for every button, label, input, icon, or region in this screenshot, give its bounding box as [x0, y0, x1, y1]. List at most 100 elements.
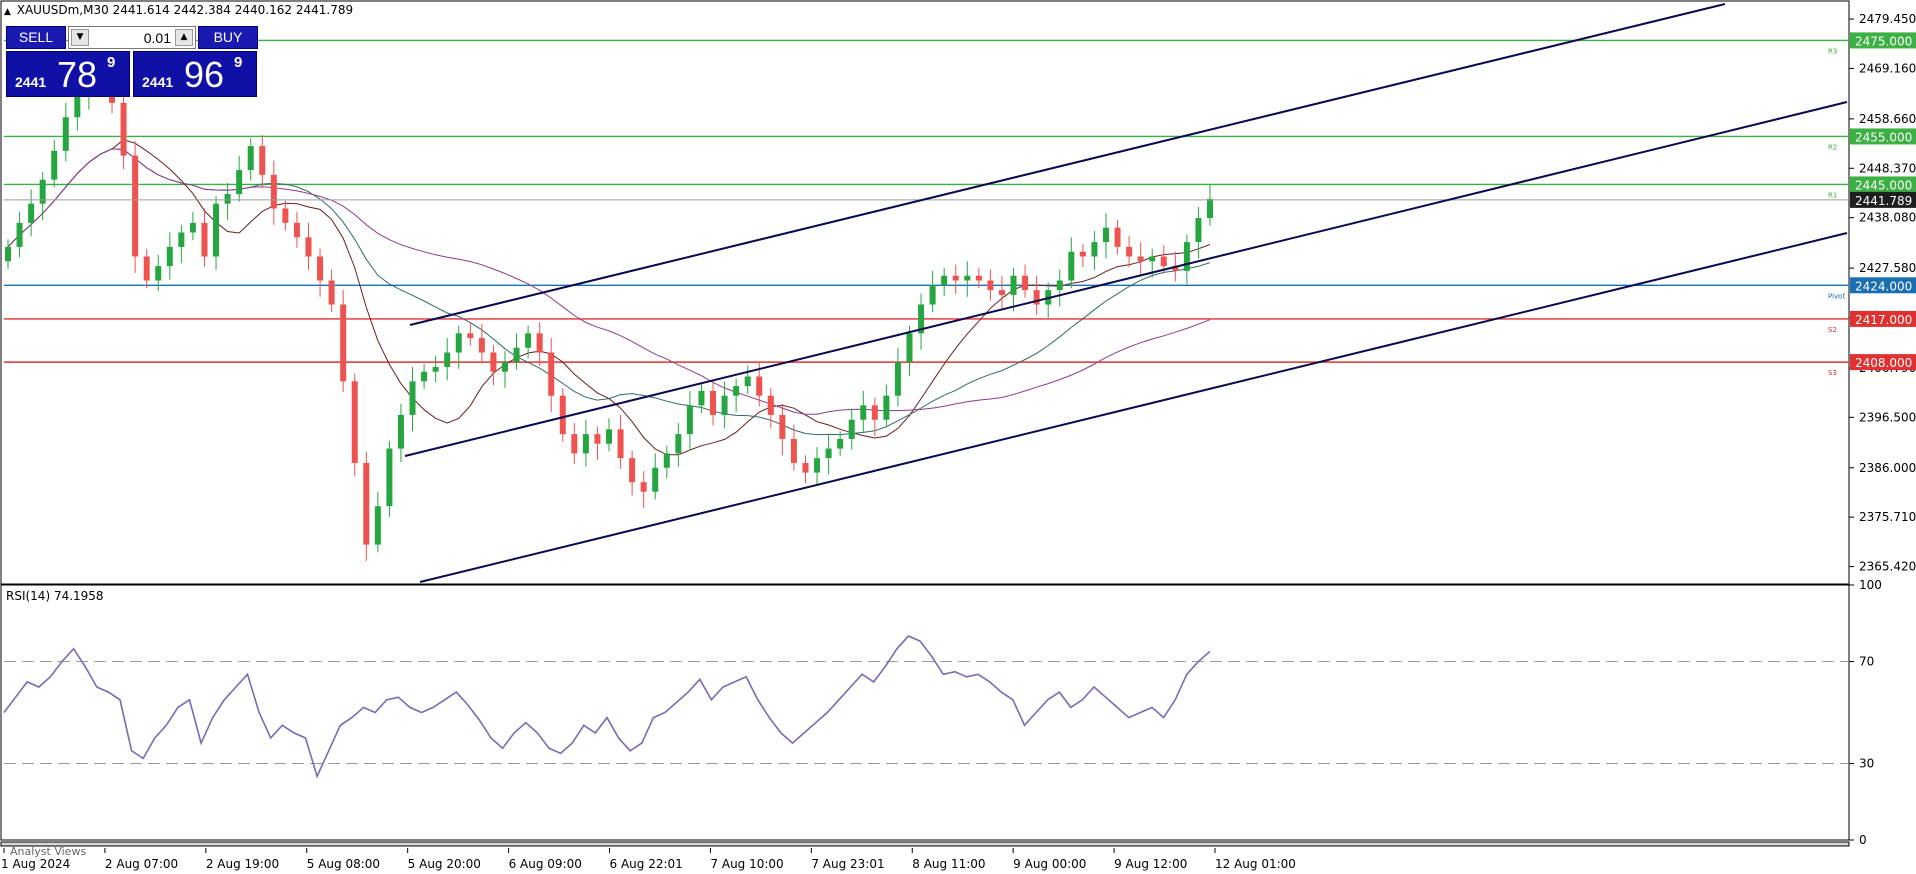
- candle-body: [166, 246, 173, 267]
- candle-body: [871, 405, 878, 420]
- buy-button[interactable]: BUY: [198, 26, 258, 49]
- candle-body: [444, 352, 451, 367]
- main-panel-frame: [0, 0, 1850, 585]
- candle-body: [698, 390, 705, 406]
- rsi-label: RSI(14) 74.1958: [6, 589, 104, 603]
- level-tag-r2: R2: [1828, 143, 1837, 151]
- ohlc-low: 2440.162: [234, 3, 293, 17]
- candle-body: [16, 222, 23, 247]
- price-axis-label: 2427.580: [1859, 261, 1916, 275]
- candle-body: [374, 506, 381, 545]
- candle-body: [421, 371, 428, 382]
- buy-quote-pips: 96: [184, 54, 225, 95]
- buy-quote-base: 2441: [142, 74, 174, 90]
- lot-increase-icon[interactable]: ▲: [175, 29, 193, 46]
- sell-quote-pips: 78: [57, 54, 98, 95]
- rsi-axis-label: 0: [1859, 833, 1867, 847]
- candle-body: [317, 256, 324, 281]
- candle-body: [1160, 256, 1167, 267]
- level-tag-r1: R1: [1828, 191, 1837, 199]
- candle-body: [848, 419, 855, 439]
- candle-body: [189, 222, 196, 233]
- candle-body: [733, 386, 740, 396]
- time-axis-label: 7 Aug 23:01: [811, 857, 884, 871]
- candle-body: [363, 462, 370, 545]
- one-click-trading-panel: SELL ▼ ▲ BUY 2441 78 9 2441 96 9: [6, 26, 258, 97]
- candle-body: [490, 352, 497, 372]
- ma-mid-line: [7, 148, 1211, 436]
- ohlc-open: 2441.614: [112, 3, 170, 17]
- candle-body: [305, 237, 312, 257]
- candle-body: [825, 448, 832, 459]
- candle-body: [964, 275, 971, 281]
- candle-body: [582, 434, 589, 454]
- analyst-panel-strip: [0, 841, 1850, 847]
- candle-body: [259, 146, 266, 175]
- candle-body: [409, 381, 416, 415]
- price-axis-label: 2375.710: [1859, 510, 1916, 524]
- candle-body: [28, 203, 35, 223]
- sell-button[interactable]: SELL: [6, 26, 66, 49]
- candle-body: [975, 275, 982, 281]
- symbol-name: XAUUSDm,M30: [16, 3, 109, 17]
- price-axis-label: 2458.660: [1859, 112, 1916, 126]
- level-price-text: 2475.000: [1855, 34, 1912, 48]
- candle-body: [455, 333, 462, 353]
- candle-body: [675, 434, 682, 454]
- level-price-text: 2424.000: [1855, 279, 1912, 293]
- collapse-triangle-icon[interactable]: ▲: [4, 7, 11, 17]
- candle-body: [1033, 290, 1040, 305]
- level-price-text: 2408.000: [1855, 356, 1912, 370]
- candle-body: [663, 453, 670, 468]
- level-tag-r3: R3: [1828, 47, 1837, 55]
- candle-body: [1022, 275, 1029, 291]
- buy-quote[interactable]: 2441 96 9: [133, 51, 257, 97]
- candle-body: [1091, 242, 1098, 257]
- candle-body: [710, 390, 717, 415]
- candle-body: [143, 256, 150, 281]
- candle-body: [1195, 218, 1202, 243]
- candle-body: [883, 395, 890, 420]
- analyst-views-label: Analyst Views: [10, 845, 87, 858]
- candle-body: [39, 179, 46, 204]
- candle-body: [5, 246, 11, 262]
- candle-body: [236, 170, 243, 195]
- lot-decrease-icon[interactable]: ▼: [71, 29, 89, 46]
- sell-quote[interactable]: 2441 78 9: [6, 51, 130, 97]
- candle-body: [941, 275, 948, 286]
- candle-body: [51, 150, 58, 180]
- candle-body: [1102, 227, 1109, 243]
- candle-body: [247, 146, 254, 171]
- lot-size-input[interactable]: [93, 29, 171, 46]
- candle-body: [501, 362, 508, 372]
- level-price-text: 2445.000: [1855, 178, 1912, 192]
- candle-body: [779, 414, 786, 439]
- candle-body: [617, 429, 624, 459]
- candle-body: [987, 280, 994, 291]
- time-axis-label: 7 Aug 10:00: [710, 857, 783, 871]
- rsi-line: [3, 635, 1211, 779]
- candle-body: [351, 381, 358, 463]
- rsi-panel-frame: [0, 584, 1850, 841]
- time-axis-label: 2 Aug 07:00: [105, 857, 178, 871]
- candle-body: [559, 395, 566, 435]
- candle-body: [906, 333, 913, 363]
- candle-body: [952, 275, 959, 281]
- candle-body: [293, 222, 300, 238]
- lot-size-stepper[interactable]: ▼ ▲: [68, 26, 196, 49]
- candle-body: [837, 438, 844, 449]
- price-axis-label: 2365.420: [1859, 560, 1916, 574]
- candle-body: [756, 376, 763, 396]
- trend-channel-line-1: [409, 3, 1726, 326]
- candle-body: [1183, 242, 1190, 271]
- candle-body: [1079, 251, 1086, 257]
- level-price-text: 2417.000: [1855, 313, 1912, 327]
- candle-body: [929, 285, 936, 305]
- rsi-axis-label: 100: [1859, 578, 1882, 592]
- level-price-badge: [1850, 176, 1916, 193]
- candle-body: [478, 338, 485, 353]
- rsi-axis-label: 70: [1859, 655, 1874, 669]
- candle-body: [1149, 256, 1156, 262]
- ohlc-close: 2441.789: [295, 3, 354, 17]
